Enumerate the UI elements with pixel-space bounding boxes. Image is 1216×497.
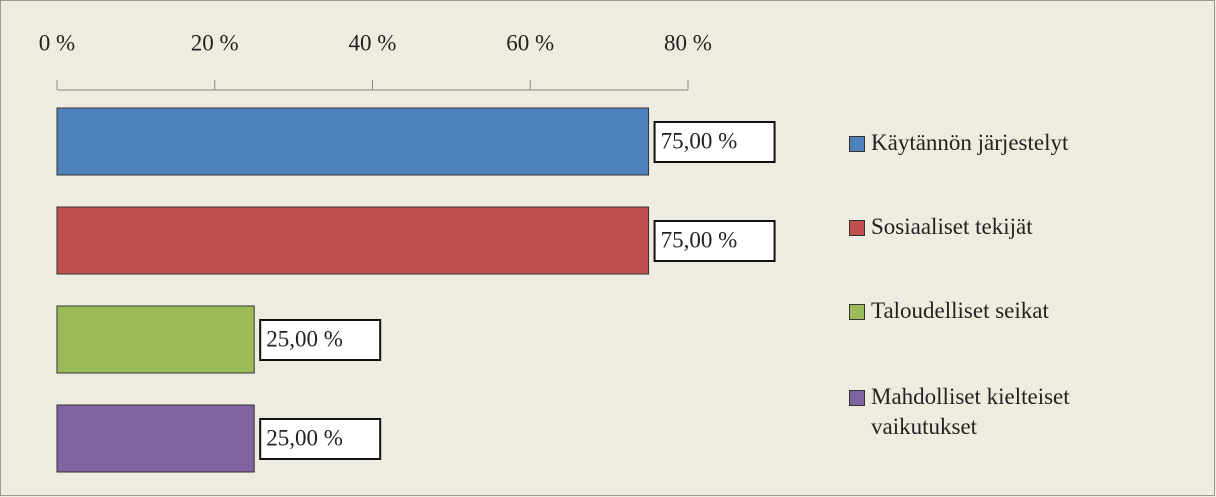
legend-item: Sosiaaliset tekijät <box>849 212 1149 242</box>
value-label-box <box>259 319 382 361</box>
value-label: 25,00 % <box>266 425 343 450</box>
x-tick-label: 20 % <box>191 30 239 55</box>
x-tick-label: 0 % <box>39 30 75 55</box>
legend-swatch <box>849 390 865 406</box>
x-tick-label: 60 % <box>506 30 554 55</box>
x-tick-label: 80 % <box>664 30 712 55</box>
value-label-box <box>653 121 776 163</box>
legend-item: Mahdolliset kielteiset vaikutukset <box>849 382 1149 442</box>
legend-label: Käytännön järjestelyt <box>871 130 1069 155</box>
x-tick-label: 40 % <box>349 30 397 55</box>
bar <box>56 206 650 275</box>
value-label: 25,00 % <box>266 326 343 351</box>
value-label: 75,00 % <box>661 128 738 153</box>
legend-swatch <box>849 220 865 236</box>
legend-swatch <box>849 136 865 152</box>
legend-swatch <box>849 304 865 320</box>
value-label-box <box>653 220 776 262</box>
value-label-box <box>259 418 382 460</box>
legend-label: Sosiaaliset tekijät <box>871 214 1033 239</box>
legend-label: Taloudelliset seikat <box>871 298 1049 323</box>
bar <box>56 305 255 374</box>
bar <box>56 404 255 473</box>
legend-item: Käytännön järjestelyt <box>849 128 1149 158</box>
bar <box>56 107 650 176</box>
legend-item: Taloudelliset seikat <box>849 296 1149 326</box>
value-label: 75,00 % <box>661 227 738 252</box>
legend-label: Mahdolliset kielteiset vaikutukset <box>871 384 1070 439</box>
